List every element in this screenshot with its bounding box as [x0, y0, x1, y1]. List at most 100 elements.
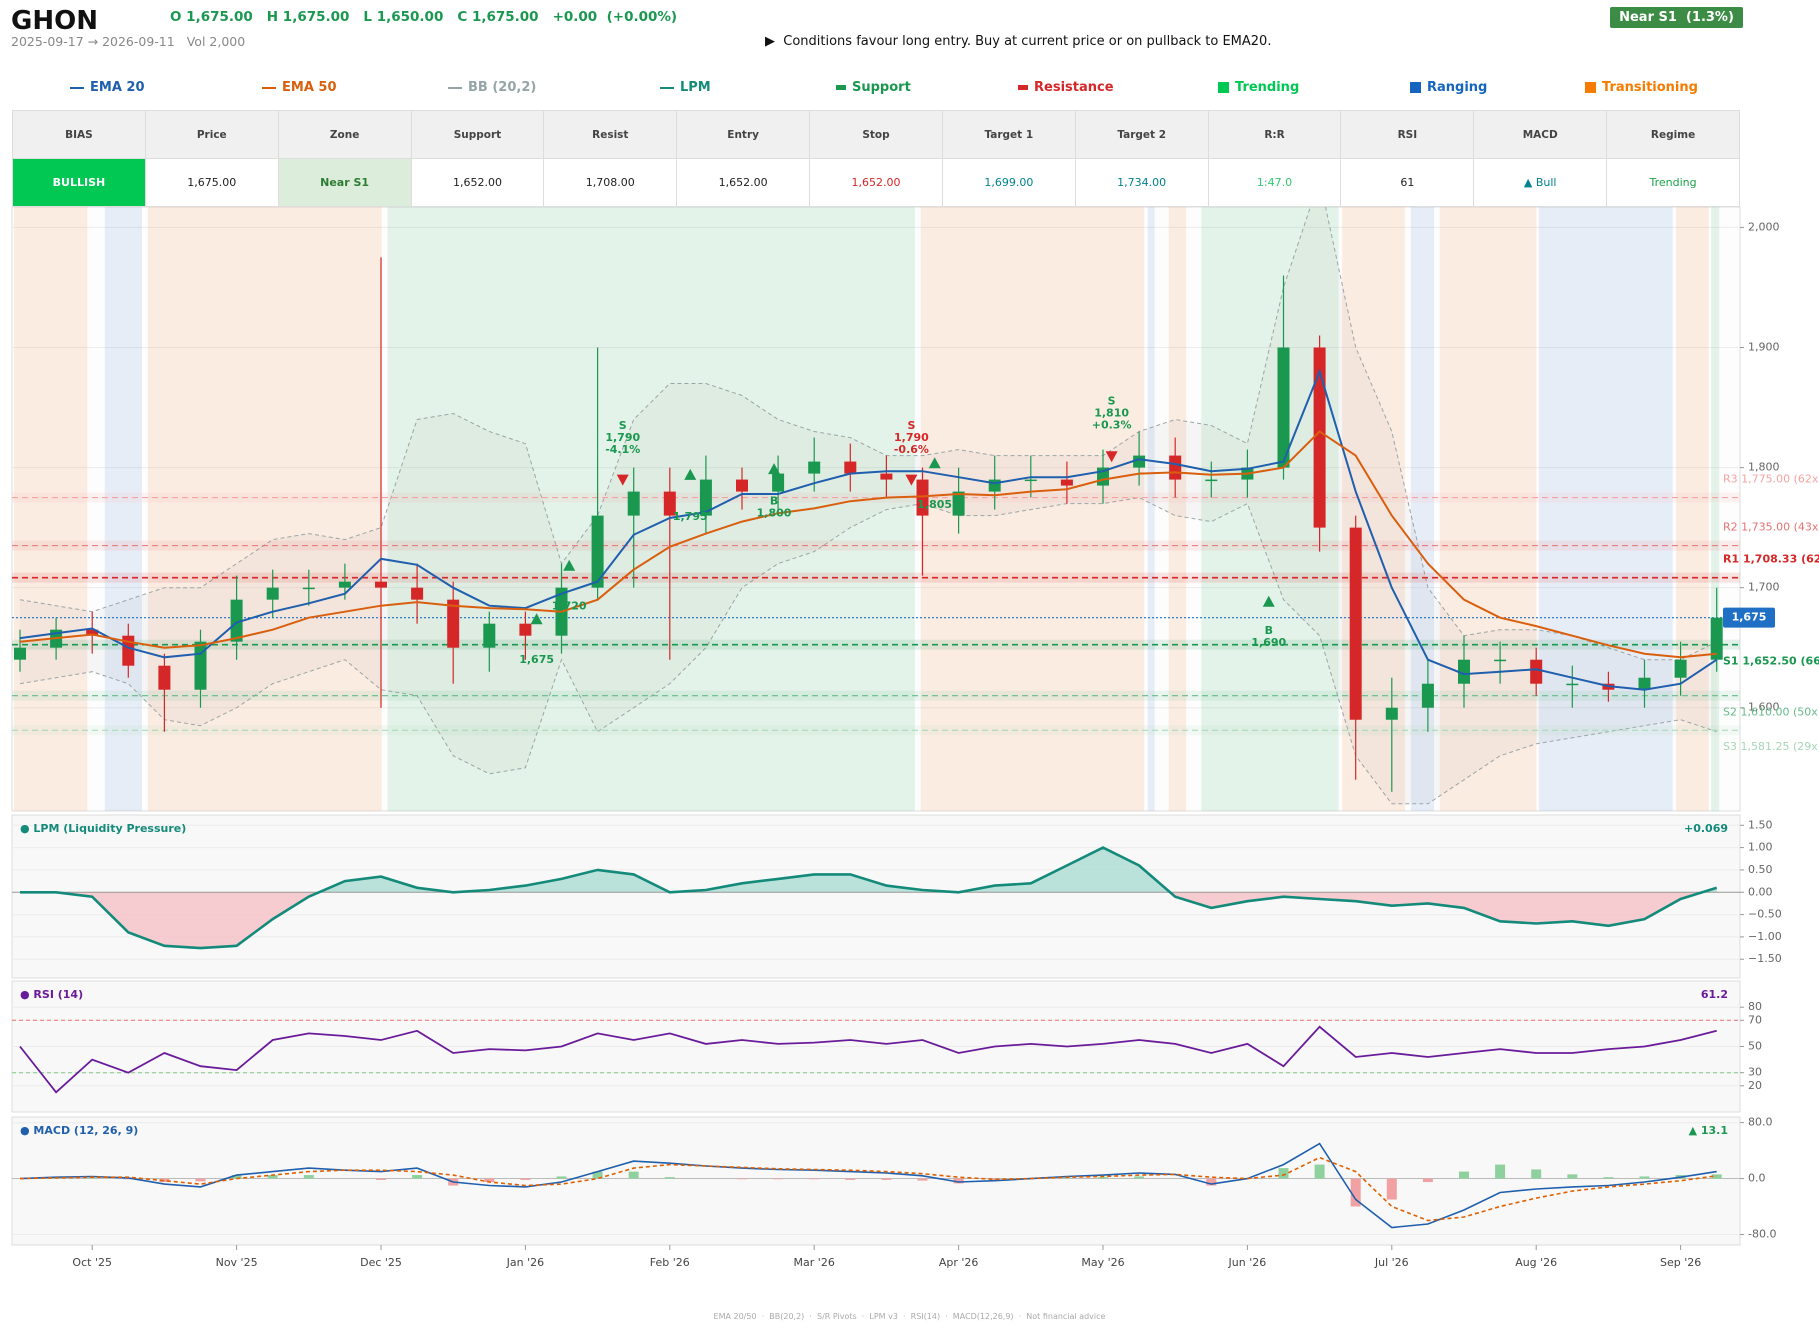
legend-swatch — [660, 86, 674, 89]
legend-swatch — [262, 86, 276, 89]
ema-line — [19, 430, 1717, 659]
regime-shade — [147, 207, 382, 811]
header-cell: RSI — [1340, 110, 1475, 159]
signal-marker — [616, 474, 629, 486]
legend-item: Transitioning — [1585, 80, 1698, 95]
header-cell: Stop — [809, 110, 943, 159]
footer: EMA 20/50 · BB(20,2) · S/R Pivots · LPM … — [713, 1312, 1106, 1321]
hist-bar — [556, 1176, 567, 1179]
regime-shade — [13, 207, 88, 811]
legend-swatch — [448, 86, 462, 89]
hist-bar — [1134, 1176, 1145, 1179]
hist-bar — [989, 1178, 1000, 1180]
summary-table: BIAS Price Zone Support Resist Entry Stop Targe… — [12, 110, 1740, 207]
hist-bar — [123, 1178, 134, 1180]
x-tick-label: Feb '26 — [650, 1256, 690, 1269]
symbol: GHON — [11, 6, 98, 36]
signal-marker — [530, 613, 543, 625]
hist-bar — [1206, 1178, 1217, 1186]
candle-body — [1421, 683, 1434, 708]
signal-label: 1,795 — [673, 510, 708, 523]
header-row: BIAS Price Zone Support Resist Entry Stop Targe… — [12, 110, 1740, 159]
y-tick-label: 1.50 — [1748, 818, 1773, 831]
x-tick-label: Dec '25 — [360, 1256, 402, 1269]
hist-bar — [845, 1178, 856, 1180]
y-tick-label: 20 — [1748, 1079, 1762, 1092]
cell: 1:47.0 — [1207, 158, 1342, 207]
candle-body — [302, 587, 315, 590]
cell: 1,652.00 — [676, 158, 811, 207]
plot — [12, 207, 1740, 811]
hist-bar — [881, 1178, 892, 1180]
candle-body — [1638, 677, 1651, 690]
hist-bar — [1495, 1164, 1506, 1179]
hist-bar — [664, 1177, 675, 1179]
panel-last: ▲ 13.1 — [1689, 1124, 1728, 1137]
legend-swatch — [1218, 82, 1229, 93]
header-cell: Entry — [676, 110, 811, 159]
header-cell: Target 1 — [941, 110, 1076, 159]
legend-item: EMA 50 — [262, 80, 337, 95]
candle-body — [1385, 707, 1398, 720]
header-cell: Resist — [543, 110, 678, 159]
cell: 1,708.00 — [543, 158, 678, 207]
subtitle: 2025-09-17 → 2026-09-11 Vol 2,000 — [11, 34, 245, 49]
volume: Vol 2,000 — [186, 34, 246, 49]
regime-shade — [1538, 207, 1673, 811]
cell: 1,734.00 — [1074, 158, 1209, 207]
regime-shade — [1676, 207, 1709, 811]
hist-bar — [231, 1175, 242, 1179]
y-tick-label: 70 — [1748, 1013, 1762, 1026]
level-label: R3 1,775.00 (62x) — [1723, 473, 1819, 486]
candle-body — [916, 479, 929, 516]
signal-label: -4.1% — [605, 443, 640, 456]
x-tick-label: Aug '26 — [1515, 1256, 1557, 1269]
level-label: R2 1,735.00 (43x) — [1723, 521, 1819, 534]
header-cell: Price — [144, 110, 279, 159]
change: +0.00 (+0.00%) — [552, 9, 678, 25]
candle-body — [86, 629, 99, 636]
legend-item: BB (20,2) — [448, 80, 536, 95]
header-cell: Target 2 — [1074, 110, 1209, 159]
signal-label: S — [907, 419, 915, 432]
hist-bar — [1278, 1168, 1289, 1179]
candle-body — [880, 473, 893, 480]
open: O 1,675.00 — [170, 9, 253, 25]
hist-bar — [953, 1178, 964, 1184]
hist-bar — [412, 1175, 423, 1179]
candle-body — [1133, 455, 1146, 468]
header-cell: Regime — [1606, 110, 1740, 159]
signal-label: 1,810 — [1094, 407, 1129, 420]
hist-bar — [1459, 1171, 1469, 1179]
bb-upper — [19, 207, 1717, 661]
candle-body — [591, 515, 604, 588]
legend-swatch — [1585, 82, 1596, 93]
candle-body — [1277, 347, 1290, 468]
hist-bar — [1386, 1178, 1397, 1200]
candle-body — [411, 587, 424, 600]
cell: 1,699.00 — [941, 158, 1076, 207]
message: ▶ Conditions favour long entry. Buy at c… — [765, 34, 1272, 49]
y-tick-label: 80.0 — [1748, 1116, 1773, 1129]
hist-bar — [1098, 1177, 1108, 1179]
signal-marker — [563, 559, 576, 571]
signal-marker — [1262, 595, 1275, 607]
y-tick-label: 0.00 — [1748, 885, 1773, 898]
hist-bar — [809, 1178, 820, 1180]
regime-shade — [387, 207, 915, 811]
x-tick-label: Mar '26 — [794, 1256, 835, 1269]
panel — [11, 206, 1741, 812]
hist-bar — [592, 1171, 603, 1179]
signal-label: +0.3% — [1092, 419, 1132, 432]
x-tick-label: Oct '25 — [72, 1256, 112, 1269]
price-tag — [1723, 607, 1775, 628]
cell: ▲ Bull — [1473, 158, 1608, 207]
candle-body — [1674, 659, 1687, 678]
area-negative — [20, 892, 1717, 949]
signal-line — [19, 1156, 1717, 1222]
candle-body — [1530, 659, 1543, 684]
price-tag-label: 1,675 — [1732, 611, 1767, 624]
legend-label: Transitioning — [1602, 80, 1698, 95]
legend-item: Ranging — [1410, 80, 1487, 95]
